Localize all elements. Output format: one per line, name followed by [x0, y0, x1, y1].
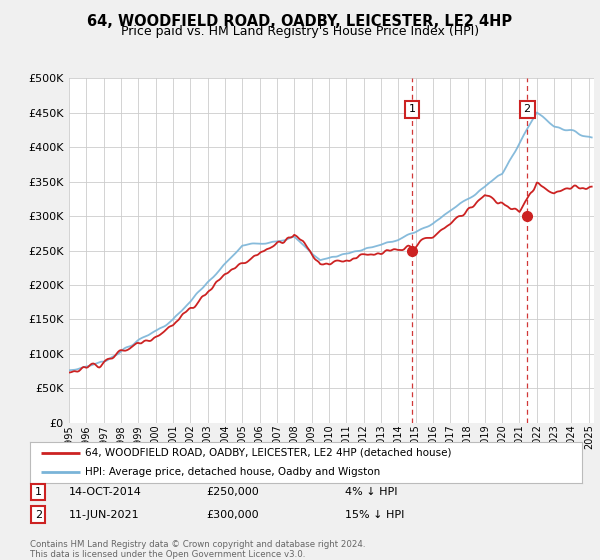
Text: HPI: Average price, detached house, Oadby and Wigston: HPI: Average price, detached house, Oadb… [85, 466, 380, 477]
Text: Price paid vs. HM Land Registry's House Price Index (HPI): Price paid vs. HM Land Registry's House … [121, 25, 479, 38]
Text: 15% ↓ HPI: 15% ↓ HPI [344, 510, 404, 520]
Text: Contains HM Land Registry data © Crown copyright and database right 2024.
This d: Contains HM Land Registry data © Crown c… [30, 540, 365, 559]
Text: 4% ↓ HPI: 4% ↓ HPI [344, 487, 397, 497]
Text: 64, WOODFIELD ROAD, OADBY, LEICESTER, LE2 4HP (detached house): 64, WOODFIELD ROAD, OADBY, LEICESTER, LE… [85, 448, 452, 458]
Text: £300,000: £300,000 [206, 510, 259, 520]
Text: 1: 1 [35, 487, 42, 497]
Text: 14-OCT-2014: 14-OCT-2014 [68, 487, 142, 497]
Text: 1: 1 [409, 104, 415, 114]
Text: 11-JUN-2021: 11-JUN-2021 [68, 510, 139, 520]
Text: 2: 2 [35, 510, 42, 520]
Text: £250,000: £250,000 [206, 487, 259, 497]
Text: 2: 2 [524, 104, 530, 114]
Text: 64, WOODFIELD ROAD, OADBY, LEICESTER, LE2 4HP: 64, WOODFIELD ROAD, OADBY, LEICESTER, LE… [88, 14, 512, 29]
